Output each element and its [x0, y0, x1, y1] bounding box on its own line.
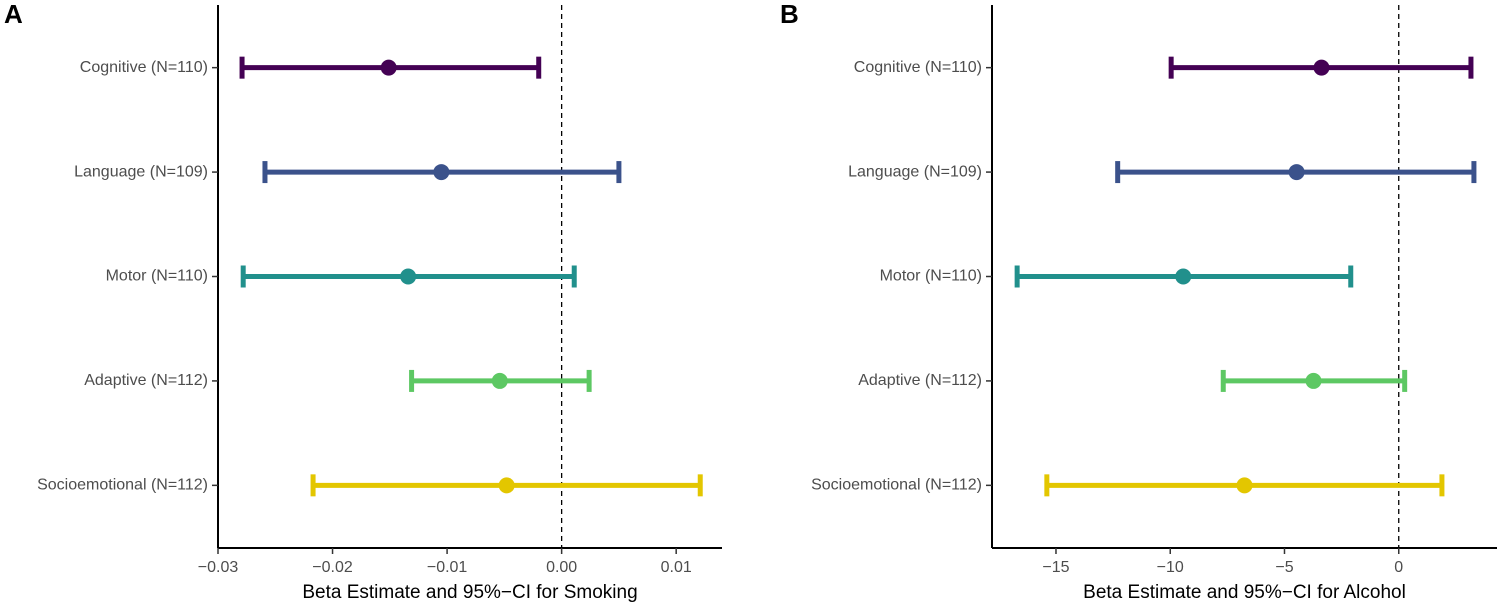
y-tick-label: Cognitive (N=110) — [854, 59, 982, 76]
x-tick-label: −0.01 — [427, 559, 468, 576]
estimate-point — [400, 268, 417, 285]
x-axis-title: Beta Estimate and 95%−CI for Alcohol — [1083, 582, 1406, 603]
estimate-point — [498, 477, 515, 494]
y-tick-label: Socioemotional (N=112) — [811, 477, 982, 494]
x-tick-label: −0.02 — [312, 559, 353, 576]
panel-label: B — [780, 0, 799, 29]
estimate-point — [1313, 59, 1330, 76]
estimate-point — [1175, 268, 1192, 285]
panel-label: A — [4, 0, 23, 29]
estimate-point — [380, 59, 397, 76]
estimate-point — [1288, 164, 1305, 181]
y-tick-label: Motor (N=110) — [106, 268, 208, 285]
x-tick-label: 0.00 — [546, 559, 577, 576]
x-tick-label: −10 — [1157, 559, 1184, 576]
estimate-point — [1305, 372, 1322, 389]
y-tick-label: Motor (N=110) — [880, 268, 982, 285]
x-axis-title: Beta Estimate and 95%−CI for Smoking — [302, 582, 637, 603]
y-tick-label: Adaptive (N=112) — [84, 372, 208, 389]
x-tick-label: −15 — [1042, 559, 1069, 576]
y-tick-label: Socioemotional (N=112) — [37, 477, 208, 494]
x-tick-label: −0.03 — [198, 559, 239, 576]
y-tick-label: Adaptive (N=112) — [858, 372, 982, 389]
y-tick-label: Language (N=109) — [74, 163, 208, 180]
x-tick-label: 0.01 — [661, 559, 692, 576]
x-tick-label: 0 — [1394, 559, 1403, 576]
estimate-point — [1236, 477, 1253, 494]
x-tick-label: −5 — [1275, 559, 1293, 576]
y-tick-label: Cognitive (N=110) — [80, 59, 208, 76]
y-tick-label: Language (N=109) — [848, 163, 982, 180]
estimate-point — [491, 372, 508, 389]
estimate-point — [433, 164, 450, 181]
